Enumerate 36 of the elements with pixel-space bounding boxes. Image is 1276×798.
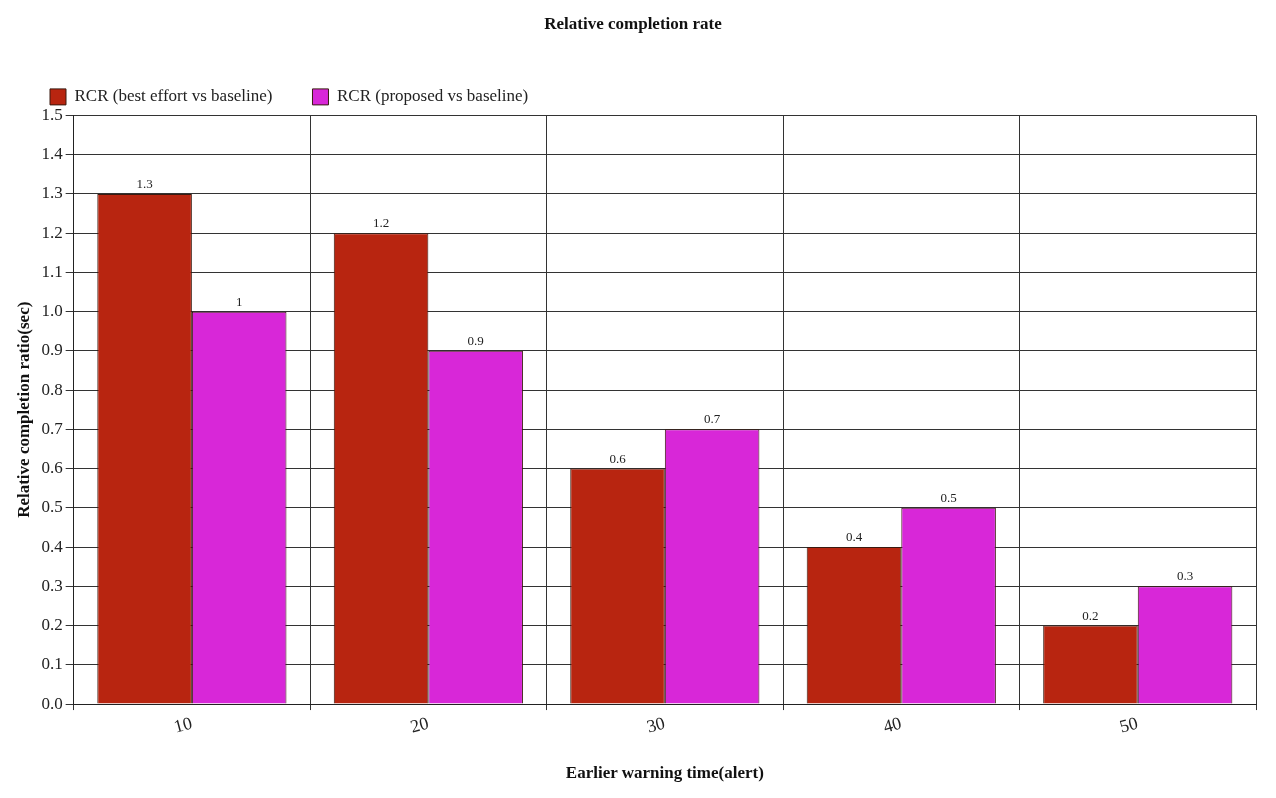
x-tick-label: 30 [644,712,668,737]
legend-label: RCR (proposed vs baseline) [336,86,529,106]
data-label: 0.5 [940,489,957,505]
data-label: 0.7 [703,411,721,427]
y-tick-label: 0.9 [41,340,63,360]
y-tick-label: 1.3 [41,183,63,203]
y-tick-label: 1.4 [41,144,64,164]
data-label: 1 [235,293,243,309]
data-label: 1.2 [372,215,390,231]
data-label: 0.2 [1082,607,1099,623]
data-label: 0.3 [1176,568,1194,584]
x-tick-label: 10 [171,712,195,737]
legend-label: RCR (best effort vs baseline) [74,86,273,106]
y-tick-label: 0.7 [41,418,64,438]
y-tick-label: 0.4 [41,536,64,556]
y-axis-title: Relative completion ratio(sec) [13,301,33,518]
y-tick-label: 0.5 [41,497,63,517]
data-label: 1.3 [136,175,153,191]
data-label: 0.6 [609,450,627,466]
chart-title: Relative completion rate [544,13,723,33]
x-tick-label: 20 [408,712,431,737]
y-tick-label: 1.5 [41,104,63,124]
y-tick-label: 0.3 [41,575,63,595]
y-tick-label: 0.2 [41,615,63,635]
data-label: 0.9 [467,332,484,348]
y-tick-label: 0.6 [41,458,63,478]
y-tick-label: 1.2 [41,222,63,242]
y-tick-label: 1.1 [41,261,63,281]
y-tick-label: 0.8 [41,379,63,399]
x-tick-label: 50 [1117,712,1141,737]
data-label: 0.4 [845,529,863,545]
y-tick-label: 0.0 [41,693,63,713]
y-tick-label: 0.1 [41,654,63,674]
y-tick-label: 1.0 [41,301,63,321]
x-axis-title: Earlier warning time(alert) [565,763,764,783]
x-tick-label: 40 [880,712,904,737]
